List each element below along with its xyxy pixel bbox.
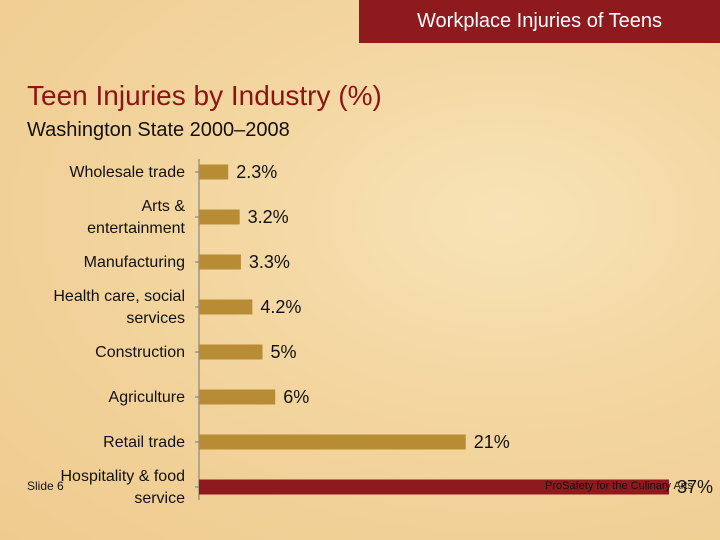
value-label: 5%	[271, 342, 297, 362]
slide-number: Slide 6	[27, 479, 64, 493]
bar	[199, 299, 253, 315]
value-label: 37%	[677, 477, 713, 497]
category-label: Retail trade	[103, 434, 185, 451]
value-label: 4.2%	[260, 297, 301, 317]
category-label: Manufacturing	[84, 254, 185, 271]
chart-subtitle: Washington State 2000–2008	[27, 119, 290, 141]
category-label: Wholesale trade	[69, 164, 185, 181]
category-label: Construction	[95, 344, 185, 361]
bar	[199, 479, 669, 495]
chart-value-labels-group: 2.3% 3.2% 3.3% 4.2% 5% 6% 21% 37%	[236, 162, 713, 497]
bar	[199, 434, 466, 450]
bar	[199, 254, 241, 270]
category-label: Health care, social services	[53, 288, 185, 327]
bar	[199, 209, 240, 225]
bar	[199, 164, 229, 180]
chart-axis-group	[195, 159, 200, 500]
value-label: 3.2%	[248, 207, 289, 227]
category-label: Hospitality & food service	[60, 468, 185, 507]
chart-bars-group	[199, 164, 669, 495]
category-label: Agriculture	[109, 389, 186, 406]
course-name: ProSafety for the Culinary Arts	[545, 480, 693, 492]
bar	[199, 389, 276, 405]
value-label: 21%	[474, 432, 510, 452]
value-label: 3.3%	[249, 252, 290, 272]
value-label: 2.3%	[236, 162, 277, 182]
header-banner-text: Workplace Injuries of Teens	[417, 10, 662, 32]
header-banner: Workplace Injuries of Teens	[359, 0, 720, 43]
bar	[199, 344, 263, 360]
chart-category-labels-group: Wholesale trade Arts & entertainment Manufa…	[53, 164, 185, 507]
category-label: Arts & entertainment	[87, 198, 185, 237]
chart-title: Teen Injuries by Industry (%)	[27, 80, 382, 111]
value-label: 6%	[283, 387, 309, 407]
